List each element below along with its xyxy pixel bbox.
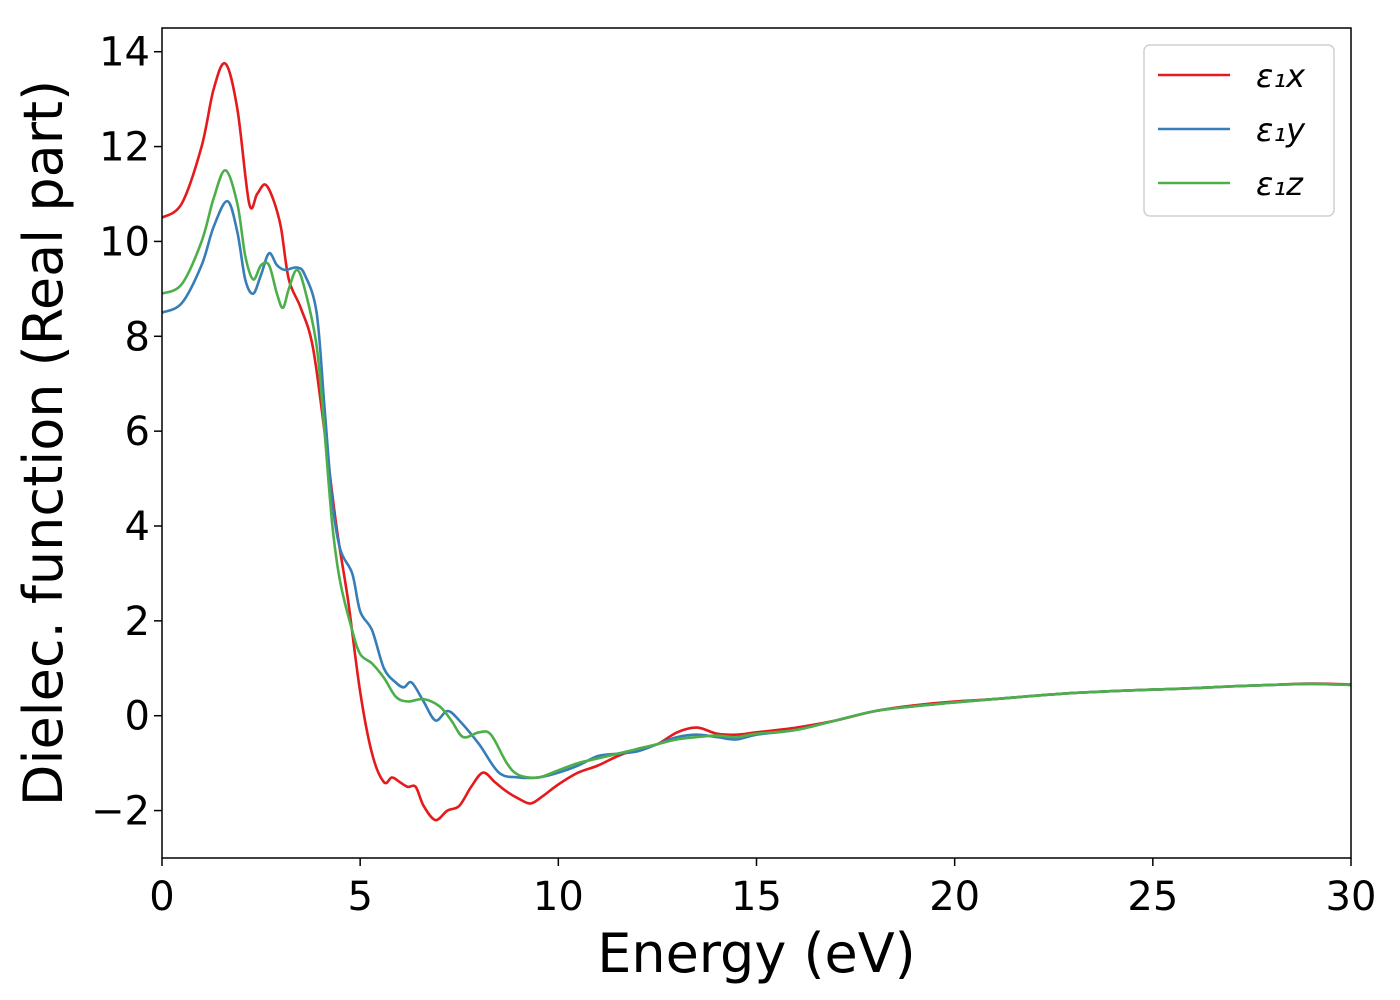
- y-tick-label: 6: [125, 409, 150, 455]
- series-line-3: [162, 169, 1351, 779]
- y-axis-ticks: −2 0 2 4 6 8 10 12 14: [91, 30, 162, 835]
- legend-box: [1143, 44, 1335, 217]
- x-tick-label: 15: [731, 874, 782, 920]
- plot-lines: [162, 61, 1351, 822]
- legend-label-1: ε₁x: [1256, 57, 1306, 95]
- y-axis-title: Dielec. function (Real part): [12, 80, 75, 806]
- legend: ε₁x ε₁y ε₁z: [1143, 44, 1335, 217]
- x-tick-label: 5: [347, 874, 372, 920]
- x-tick-label: 0: [149, 874, 174, 920]
- x-tick-label: 10: [533, 874, 584, 920]
- x-tick-label: 25: [1127, 874, 1178, 920]
- legend-label-2: ε₁y: [1256, 111, 1306, 149]
- x-axis-ticks: 0 5 10 15 20 25 30: [149, 858, 1376, 920]
- x-tick-label: 20: [929, 874, 980, 920]
- x-tick-label: 30: [1326, 874, 1377, 920]
- x-axis-title: Energy (eV): [597, 922, 916, 985]
- legend-label-3: ε₁z: [1256, 165, 1304, 203]
- y-tick-label: −2: [91, 789, 150, 835]
- y-tick-label: 14: [99, 30, 150, 76]
- y-tick-label: 4: [125, 504, 150, 550]
- series-line-2: [162, 199, 1351, 780]
- y-tick-label: 0: [125, 694, 150, 740]
- y-tick-label: 2: [125, 599, 150, 645]
- y-tick-label: 8: [125, 314, 150, 360]
- y-tick-label: 12: [99, 125, 150, 171]
- y-tick-label: 10: [99, 219, 150, 265]
